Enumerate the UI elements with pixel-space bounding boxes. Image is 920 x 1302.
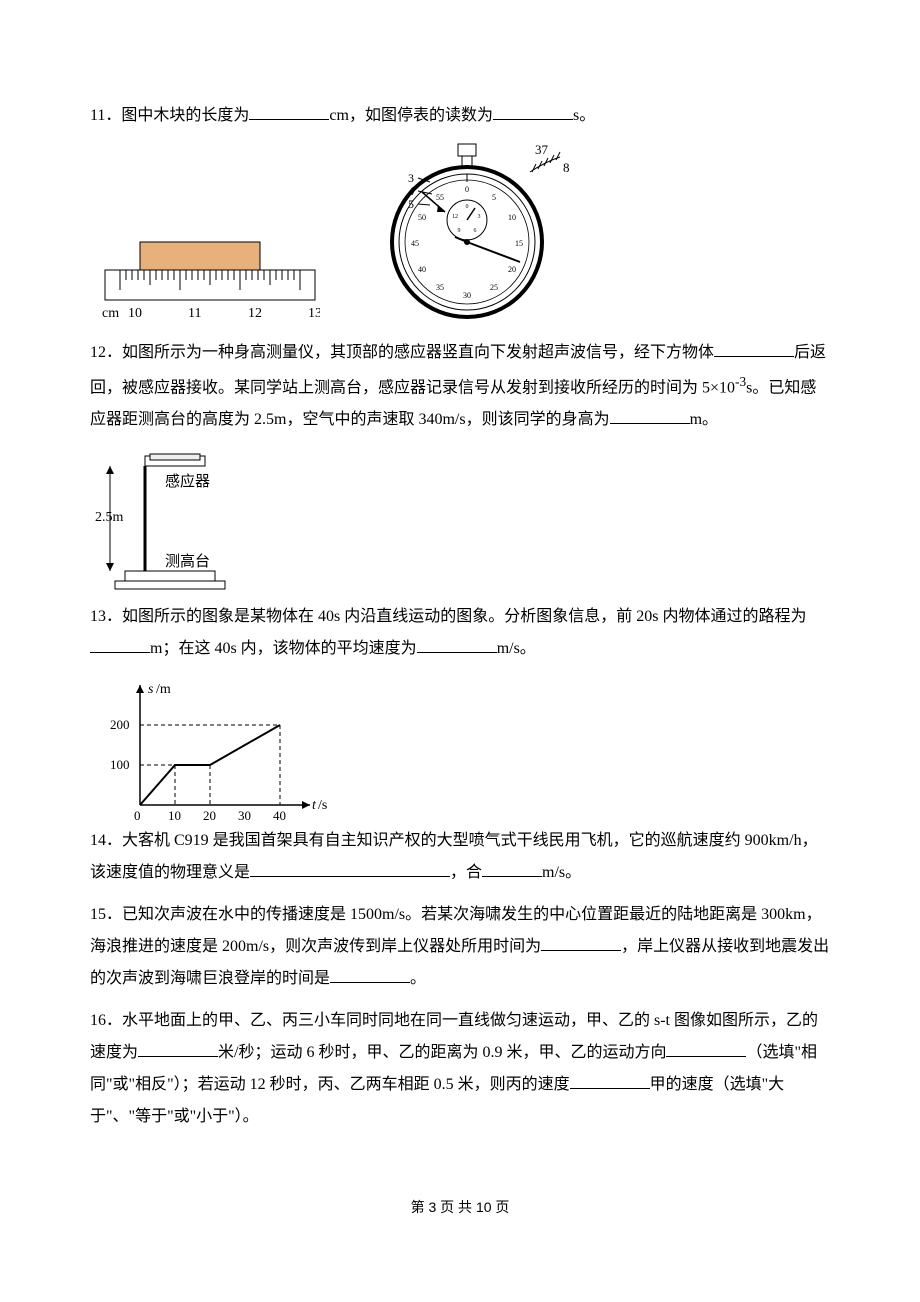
- svg-text:30: 30: [463, 291, 471, 300]
- q15-blank-2: [330, 966, 410, 983]
- q13-text-b: m；在这 40s 内，该物体的平均速度为: [150, 640, 417, 657]
- question-11: 11．图中木块的长度为 cm，如图停表的读数为 s。: [90, 100, 830, 132]
- svg-text:100: 100: [110, 757, 130, 772]
- q16-blank-3: [570, 1072, 650, 1089]
- q13-text-a: 13．如图所示的图象是某物体在 40s 内沿直线运动的图象。分析图象信息，前 2…: [90, 608, 806, 625]
- q14-blank-2: [482, 860, 542, 877]
- svg-text:测高台: 测高台: [165, 553, 210, 570]
- svg-text:12: 12: [248, 306, 262, 321]
- q12-exp: -3: [735, 374, 746, 389]
- q12-unit: m。: [690, 411, 718, 428]
- q13-blank-1: [90, 636, 150, 653]
- svg-text:感应器: 感应器: [165, 472, 210, 490]
- q13-unit: m/s。: [497, 640, 536, 657]
- svg-text:10: 10: [128, 306, 142, 321]
- q14-unit: m/s。: [542, 864, 581, 881]
- q14-text-b: ，合: [450, 864, 482, 881]
- svg-text:20: 20: [203, 808, 216, 823]
- svg-text:/s: /s: [318, 798, 327, 813]
- svg-text:35: 35: [436, 283, 444, 292]
- q16-blank-2: [666, 1040, 746, 1057]
- question-12: 12．如图所示为一种身高测量仪，其顶部的感应器竖直向下发射超声波信号，经下方物体…: [90, 337, 830, 436]
- svg-text:9: 9: [458, 228, 461, 234]
- svg-text:200: 200: [110, 717, 130, 732]
- svg-text:2.5m: 2.5m: [95, 510, 124, 525]
- svg-text:37: 37: [535, 142, 549, 157]
- q12-text-a: 12．如图所示为一种身高测量仪，其顶部的感应器竖直向下发射超声波信号，经下方物体: [90, 344, 714, 361]
- svg-text:0: 0: [466, 204, 469, 210]
- svg-text:4: 4: [408, 184, 414, 198]
- ruler-figure: cm 10 11 12 13: [100, 237, 320, 327]
- svg-text:30: 30: [238, 808, 251, 823]
- svg-text:3: 3: [478, 214, 481, 220]
- svg-text:13: 13: [308, 306, 320, 321]
- question-15: 15．已知次声波在水中的传播速度是 1500m/s。若某次海啸发生的中心位置距最…: [90, 899, 830, 995]
- question-16: 16．水平地面上的甲、乙、丙三小车同时同地在同一直线做匀速运动，甲、乙的 s-t…: [90, 1005, 830, 1133]
- q16-blank-1: [138, 1040, 218, 1057]
- svg-text:3: 3: [408, 171, 414, 185]
- svg-text:0: 0: [465, 185, 469, 194]
- q12-blank-2: [610, 407, 690, 424]
- question-14: 14．大客机 C919 是我国首架具有自主知识产权的大型喷气式干线民用飞机，它的…: [90, 825, 830, 889]
- svg-text:20: 20: [508, 265, 516, 274]
- height-meter-figure: 2.5m 感应器 测高台: [95, 446, 265, 601]
- svg-text:s: s: [148, 682, 154, 697]
- svg-text:/m: /m: [156, 682, 171, 697]
- svg-text:50: 50: [418, 213, 426, 222]
- q11-blank-1: [249, 103, 329, 120]
- svg-text:11: 11: [188, 306, 201, 321]
- question-13: 13．如图所示的图象是某物体在 40s 内沿直线运动的图象。分析图象信息，前 2…: [90, 601, 830, 665]
- svg-text:8: 8: [563, 160, 570, 175]
- svg-text:45: 45: [411, 239, 419, 248]
- svg-text:cm: cm: [102, 306, 119, 321]
- q12-blank-1: [714, 340, 794, 357]
- svg-text:5: 5: [408, 197, 414, 211]
- svg-text:12: 12: [452, 214, 458, 220]
- svg-text:t: t: [312, 798, 317, 813]
- st-chart: s/m t/s 100 200 0 10 20 30 40: [100, 675, 330, 825]
- q11-text-a: 11．图中木块的长度为: [90, 107, 249, 124]
- svg-text:40: 40: [418, 265, 426, 274]
- stopwatch-figure: 0 5 10 15 20 25 30 35 40 45 50 55 0 3 6 9 12 37 8 3 4 5: [360, 142, 590, 327]
- q11-unit-b: s。: [573, 107, 595, 124]
- svg-text:40: 40: [273, 808, 286, 823]
- svg-text:10: 10: [508, 213, 516, 222]
- q13-blank-2: [417, 636, 497, 653]
- q11-figures: cm 10 11 12 13 0510152025303540455055: [100, 142, 830, 327]
- page-footer: 第 3 页 共 10 页: [90, 1193, 830, 1221]
- q15-blank-1: [541, 934, 621, 951]
- q16-text-b: 米/秒；运动 6 秒时，甲、乙的距离为 0.9 米，甲、乙的运动方向: [218, 1044, 666, 1061]
- svg-text:0: 0: [134, 808, 141, 823]
- svg-text:55: 55: [436, 193, 444, 202]
- q11-blank-2: [493, 103, 573, 120]
- svg-text:25: 25: [490, 283, 498, 292]
- q14-blank-1: [250, 860, 450, 877]
- q15-text-c: 。: [410, 970, 426, 987]
- svg-text:6: 6: [474, 228, 477, 234]
- q11-unit-a: cm，如图停表的读数为: [329, 107, 493, 124]
- svg-text:5: 5: [492, 193, 496, 202]
- svg-text:10: 10: [168, 808, 181, 823]
- svg-text:15: 15: [515, 239, 523, 248]
